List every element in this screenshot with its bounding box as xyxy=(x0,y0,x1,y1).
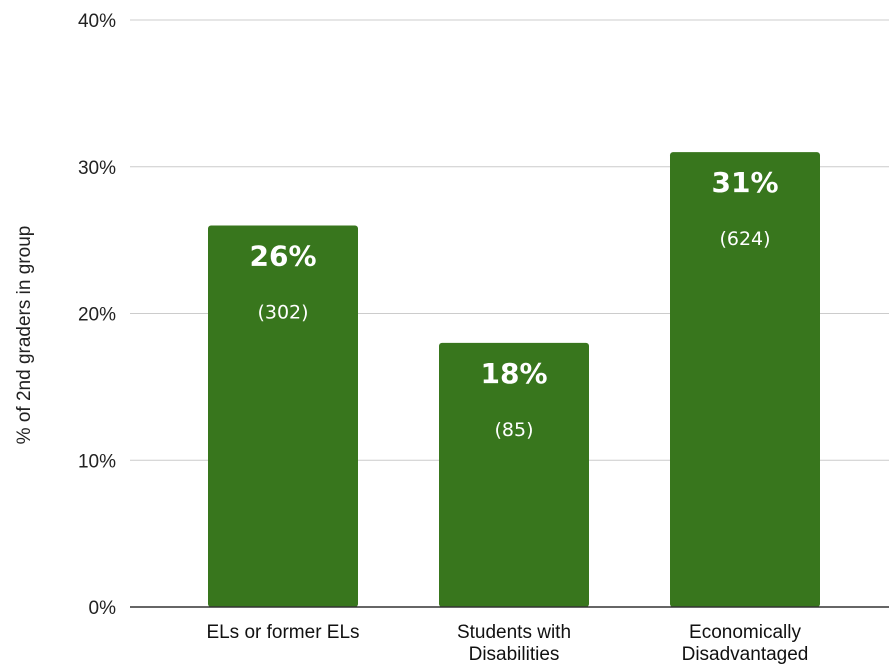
bar-count-label: (302) xyxy=(257,301,308,323)
x-category-label: Disabilities xyxy=(469,644,560,664)
bars xyxy=(208,152,820,607)
y-axis-ticks: 0% 10% 20% 30% 40% xyxy=(78,11,116,619)
bar-value-label: 18% xyxy=(480,357,547,390)
y-tick-label: 20% xyxy=(78,305,116,326)
x-category-label: ELs or former ELs xyxy=(206,622,359,643)
bar-value-label: 26% xyxy=(249,239,316,272)
bar xyxy=(439,342,589,607)
bar-value-label: 31% xyxy=(711,166,778,199)
x-category-label: Students with xyxy=(457,622,571,643)
bar-count-label: (624) xyxy=(719,228,770,250)
y-tick-label: 0% xyxy=(89,598,117,619)
y-tick-label: 30% xyxy=(78,158,116,179)
x-category-label: Disadvantaged xyxy=(682,644,809,664)
y-tick-label: 10% xyxy=(78,451,116,472)
y-axis-label: % of 2nd graders in group xyxy=(14,226,35,445)
x-axis-categories: ELs or former ELs Students withDisabiliti… xyxy=(206,622,808,664)
x-category-label: Economically xyxy=(689,622,801,643)
y-tick-label: 40% xyxy=(78,11,116,32)
bar xyxy=(670,152,820,607)
bar xyxy=(208,225,358,607)
data-labels: 26% (302) 18% (85) 31% (624) xyxy=(249,166,778,441)
bar-count-label: (85) xyxy=(494,419,533,441)
